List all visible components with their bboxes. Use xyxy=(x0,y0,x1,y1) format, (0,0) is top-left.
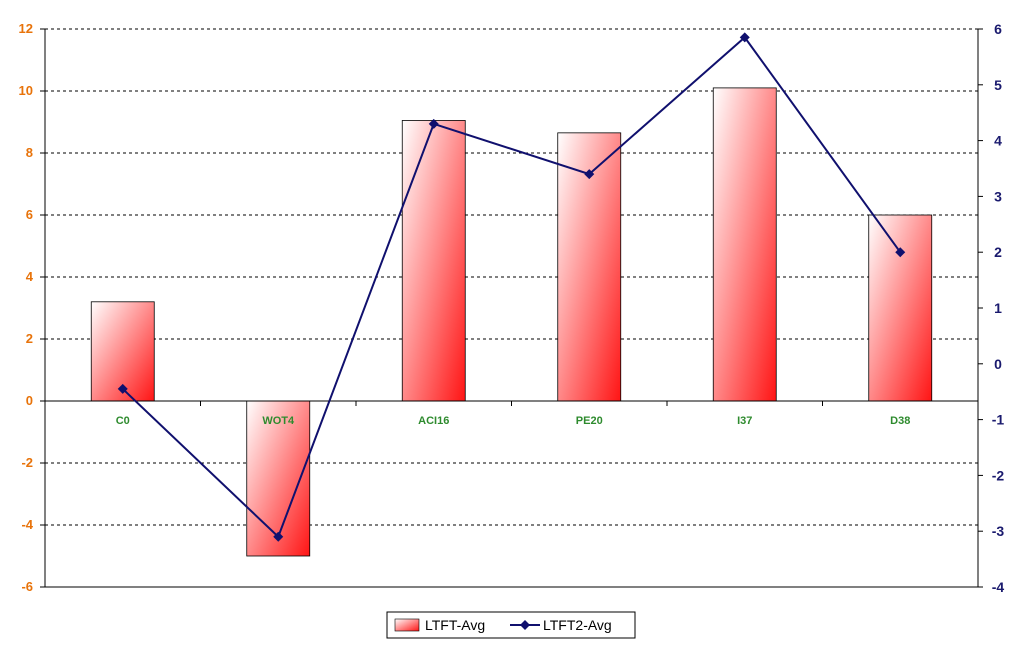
right-tick-label: -3 xyxy=(992,523,1005,539)
line-point-wot4 xyxy=(273,531,284,542)
category-label-d38: D38 xyxy=(890,415,910,427)
right-tick-label: 5 xyxy=(994,77,1002,93)
axis-layer xyxy=(40,28,983,588)
legend: LTFT-Avg LTFT2-Avg xyxy=(386,611,636,639)
legend-label-ltft2-avg: LTFT2-Avg xyxy=(543,617,612,633)
left-tick-label: -2 xyxy=(21,455,33,470)
category-label-wot4: WOT4 xyxy=(262,415,295,427)
left-tick-label: 0 xyxy=(26,393,33,408)
category-label-c0: C0 xyxy=(116,415,130,427)
right-tick-label: -1 xyxy=(992,412,1005,428)
right-tick-label: 3 xyxy=(994,188,1002,204)
right-tick-label: 1 xyxy=(994,300,1002,316)
right-tick-label: 2 xyxy=(994,244,1002,260)
left-tick-label: -6 xyxy=(21,579,33,594)
left-tick-label: 2 xyxy=(26,331,33,346)
grid-layer xyxy=(45,28,978,526)
right-tick-label: 4 xyxy=(994,133,1002,149)
left-tick-label: 8 xyxy=(26,145,33,160)
bar-i37 xyxy=(712,87,777,402)
right-tick-label: -2 xyxy=(992,467,1005,483)
left-tick-label: -4 xyxy=(21,517,33,532)
bar-aci16 xyxy=(401,120,466,402)
legend-bar-swatch xyxy=(394,618,420,632)
left-tick-label: 10 xyxy=(19,83,33,98)
bar-layer xyxy=(90,87,933,557)
legend-diamond-marker xyxy=(520,620,530,630)
category-label-pe20: PE20 xyxy=(576,415,603,427)
line-point-c0 xyxy=(117,383,128,394)
line-layer xyxy=(117,32,906,542)
category-label-i37: I37 xyxy=(737,415,752,427)
series-line-ltft2-avg xyxy=(122,35,902,539)
line-point-d38 xyxy=(895,247,906,258)
line-point-pe20 xyxy=(584,169,595,180)
right-tick-label: -4 xyxy=(992,579,1005,595)
right-tick-label: 6 xyxy=(994,21,1002,37)
bar-d38 xyxy=(868,214,933,402)
left-tick-label: 6 xyxy=(26,207,33,222)
category-label-aci16: ACI16 xyxy=(418,415,449,427)
line-point-i37 xyxy=(739,32,750,43)
left-tick-label: 12 xyxy=(19,21,33,36)
line-point-aci16 xyxy=(428,118,439,129)
right-tick-label: 0 xyxy=(994,356,1002,372)
legend-label-ltft-avg: LTFT-Avg xyxy=(425,617,485,633)
left-tick-label: 4 xyxy=(26,269,34,284)
